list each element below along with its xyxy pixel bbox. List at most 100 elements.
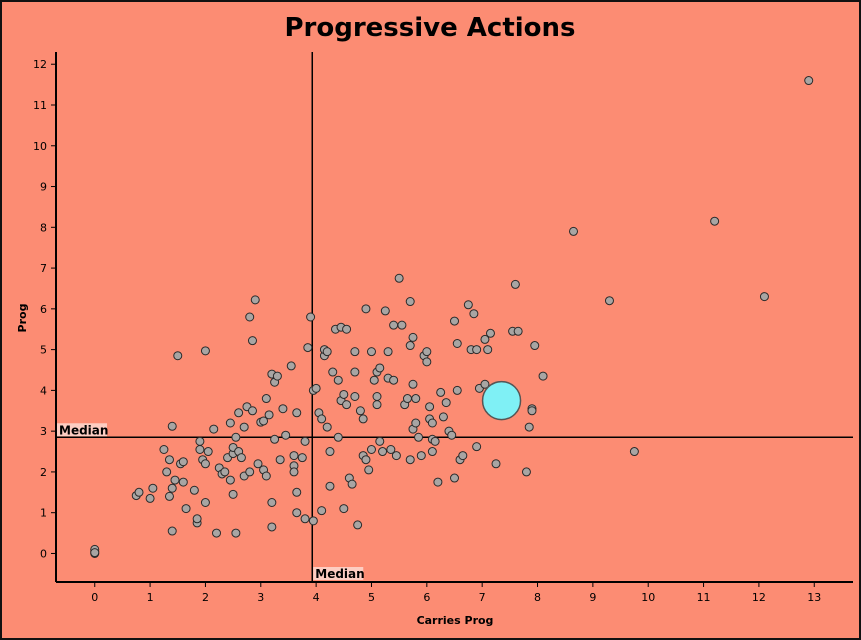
- data-point: [347, 479, 357, 489]
- data-point: [195, 436, 205, 446]
- data-point: [267, 522, 277, 532]
- data-point: [427, 418, 437, 428]
- data-point: [325, 481, 335, 491]
- data-point: [411, 394, 421, 404]
- data-point: [416, 451, 426, 461]
- data-point: [162, 467, 172, 477]
- data-point: [212, 528, 222, 538]
- data-point: [375, 363, 385, 373]
- data-point: [389, 375, 399, 385]
- data-point: [300, 436, 310, 446]
- data-point: [441, 398, 451, 408]
- data-point: [281, 430, 291, 440]
- data-point: [604, 296, 614, 306]
- data-point: [458, 451, 468, 461]
- y-tick-label: 11: [33, 99, 47, 112]
- data-point: [710, 216, 720, 226]
- data-point: [436, 387, 446, 397]
- data-point: [167, 483, 177, 493]
- data-point: [353, 520, 363, 530]
- data-point: [261, 394, 271, 404]
- data-point: [375, 436, 385, 446]
- data-point: [491, 459, 501, 469]
- median-x-label: Median: [315, 567, 364, 581]
- x-axis-title: Carries Prog: [417, 614, 494, 627]
- y-tick-label: 4: [40, 384, 47, 397]
- data-point: [513, 326, 523, 336]
- y-tick-label: 2: [40, 466, 47, 479]
- data-point: [372, 400, 382, 410]
- y-tick-label: 12: [33, 58, 47, 71]
- data-point: [333, 432, 343, 442]
- data-point: [272, 371, 282, 381]
- x-tick-label: 5: [368, 591, 375, 604]
- y-tick-label: 8: [40, 221, 47, 234]
- data-point: [192, 514, 202, 524]
- data-point: [200, 459, 210, 469]
- data-point: [422, 357, 432, 367]
- data-point: [342, 400, 352, 410]
- data-point: [292, 487, 302, 497]
- data-point: [361, 455, 371, 465]
- data-point: [195, 445, 205, 454]
- data-point: [350, 392, 360, 401]
- data-point: [408, 332, 418, 342]
- plot-area: 0 1 2 3 4 5 6 7 8 9 10 11 12 130123456789101112Median…: [33, 52, 853, 604]
- x-tick-label: 11: [697, 591, 711, 604]
- data-point: [463, 300, 473, 310]
- data-point: [303, 343, 313, 353]
- data-point: [134, 487, 144, 497]
- data-point: [521, 467, 531, 477]
- data-point: [234, 408, 244, 418]
- data-point: [430, 436, 440, 446]
- data-point: [286, 361, 296, 371]
- data-point: [225, 418, 235, 428]
- data-point: [261, 471, 271, 481]
- data-point: [350, 367, 360, 377]
- y-tick-label: 3: [40, 425, 47, 438]
- y-tick-label: 6: [40, 303, 47, 316]
- data-point: [250, 295, 260, 305]
- data-point: [452, 339, 462, 348]
- data-point: [402, 394, 412, 404]
- data-point: [245, 467, 255, 477]
- data-point: [189, 485, 199, 495]
- data-point: [438, 412, 448, 422]
- data-point: [292, 508, 302, 518]
- data-point: [247, 336, 257, 346]
- data-point: [450, 473, 459, 483]
- data-point: [355, 406, 365, 416]
- median-y-label: Median: [59, 423, 108, 437]
- data-point: [297, 453, 307, 463]
- data-point: [469, 309, 479, 319]
- data-point: [350, 347, 360, 357]
- data-point: [159, 445, 169, 454]
- data-point: [380, 306, 390, 316]
- data-point: [225, 475, 235, 485]
- data-point: [629, 447, 639, 457]
- data-point: [203, 447, 213, 457]
- data-point: [325, 447, 335, 457]
- data-point: [485, 328, 495, 338]
- data-point: [317, 414, 327, 424]
- x-tick-label: 9: [589, 591, 596, 604]
- data-point: [408, 379, 418, 389]
- x-tick-label: 1: [147, 591, 154, 604]
- data-point: [450, 316, 459, 326]
- data-point: [253, 459, 263, 469]
- data-point: [167, 421, 177, 431]
- data-point: [358, 414, 368, 424]
- data-point: [333, 375, 343, 385]
- data-point: [339, 389, 349, 399]
- y-tick-label: 5: [40, 344, 47, 357]
- data-point: [300, 514, 310, 524]
- median-x-label-bg: [313, 567, 364, 580]
- data-point: [538, 371, 548, 381]
- data-point: [414, 432, 424, 442]
- data-point: [386, 445, 396, 454]
- data-point: [425, 402, 435, 412]
- data-point: [317, 506, 327, 516]
- data-point: [220, 467, 230, 477]
